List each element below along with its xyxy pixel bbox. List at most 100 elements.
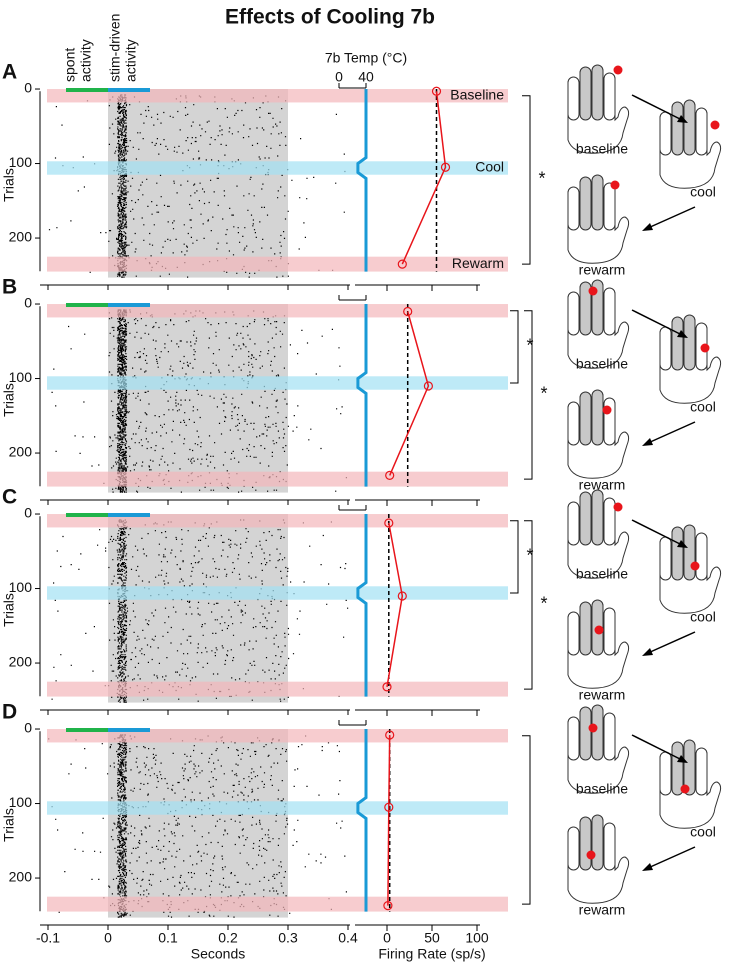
finger	[579, 816, 592, 871]
hand-label: rewarm	[579, 262, 626, 278]
rate-point	[384, 802, 394, 812]
rate-point	[397, 259, 407, 269]
rate-tick-label: 0	[383, 930, 391, 946]
finger	[579, 66, 592, 121]
rate-point	[383, 901, 393, 911]
stim-window	[108, 89, 288, 278]
spont-bar	[66, 728, 108, 732]
spont-label-line: activity	[78, 39, 94, 82]
stim-bar	[108, 88, 150, 92]
rate-axis-label: Firing Rate (sp/s)	[378, 946, 485, 962]
y-tick-label: 0	[24, 505, 32, 521]
hand-icon	[659, 99, 722, 189]
finger	[567, 76, 580, 121]
stim-dot	[710, 120, 720, 130]
finger	[579, 706, 592, 761]
arrow-head	[677, 330, 688, 338]
finger	[671, 316, 684, 371]
finger	[603, 607, 616, 656]
y-tick-label: 100	[9, 579, 33, 595]
x-tick-label: 0.2	[218, 930, 238, 946]
panel-label: D	[2, 701, 17, 724]
finger	[567, 401, 580, 446]
hand-label: cool	[690, 184, 716, 200]
condition-label: Cool	[475, 159, 504, 175]
y-tick-label: 100	[9, 794, 33, 810]
condition-label: Baseline	[450, 86, 504, 102]
spont-label-line: spont	[62, 48, 78, 82]
significance-bracket	[522, 735, 531, 905]
stim-label-line: activity	[123, 39, 139, 82]
rate-point	[397, 591, 407, 601]
spont-bar	[66, 303, 108, 307]
condition-band	[47, 256, 508, 272]
rate-tick-label: 100	[465, 930, 489, 946]
condition-band	[47, 161, 508, 175]
hand-label: cool	[690, 399, 716, 415]
y-axis-label: Trials	[1, 593, 17, 627]
panel-label: A	[2, 61, 17, 84]
arrow-head	[677, 755, 688, 763]
arrow-shaft	[647, 846, 696, 869]
finger	[683, 99, 696, 156]
rate-line	[389, 311, 430, 476]
condition-band	[47, 471, 508, 487]
stim-dot	[613, 502, 623, 512]
finger	[603, 182, 616, 231]
hand-label: baseline	[576, 781, 628, 797]
condition-band	[47, 681, 508, 697]
significance-bracket	[510, 520, 519, 594]
temp-tick-label: 0	[335, 69, 343, 85]
finger	[603, 497, 616, 546]
arrow-shaft	[631, 519, 683, 546]
arrow-head	[642, 863, 653, 871]
stim-window	[108, 304, 288, 493]
x-tick-label: -0.1	[36, 930, 60, 946]
significance-label: *	[538, 169, 545, 189]
condition-label: Rewarm	[452, 255, 504, 271]
significance-label: *	[526, 546, 533, 566]
stim-dot	[594, 625, 604, 635]
hand-icon	[659, 739, 722, 829]
significance-bracket	[522, 95, 531, 265]
condition-band	[47, 896, 508, 912]
stim-dot	[700, 343, 710, 353]
rate-point	[382, 682, 392, 692]
arrow-shaft	[647, 631, 696, 654]
hand-label: baseline	[576, 566, 628, 582]
arrow-head	[642, 438, 653, 446]
stim-dot	[610, 180, 620, 190]
condition-band	[47, 89, 508, 103]
finger	[579, 491, 592, 546]
significance-bracket	[510, 310, 519, 384]
finger	[671, 741, 684, 796]
significance-label: *	[540, 594, 547, 614]
finger	[671, 526, 684, 581]
x-tick-label: 0.1	[158, 930, 178, 946]
temp-line	[356, 304, 368, 487]
hand-icon	[567, 704, 630, 794]
arrow-shaft	[631, 94, 683, 121]
y-tick-label: 200	[9, 229, 33, 245]
significance-label: *	[526, 336, 533, 356]
temp-line	[356, 729, 368, 912]
hand-label: rewarm	[579, 902, 626, 918]
finger	[659, 751, 672, 796]
arrow-head	[642, 648, 653, 656]
spont-bar	[66, 88, 108, 92]
rate-line	[387, 734, 391, 906]
rate-point	[384, 518, 394, 528]
rate-point	[403, 306, 413, 317]
y-tick-label: 200	[9, 444, 33, 460]
y-axis-label: Trials	[1, 808, 17, 842]
hand-label: baseline	[576, 141, 628, 157]
x-tick-label: 0	[104, 930, 112, 946]
significance-label: *	[540, 384, 547, 404]
finger	[603, 712, 616, 761]
stim-dot	[680, 784, 690, 794]
rate-tick-label: 50	[424, 930, 440, 946]
hand-label: rewarm	[579, 687, 626, 703]
figure-title: Effects of Cooling 7b	[225, 6, 435, 29]
finger	[591, 174, 604, 231]
